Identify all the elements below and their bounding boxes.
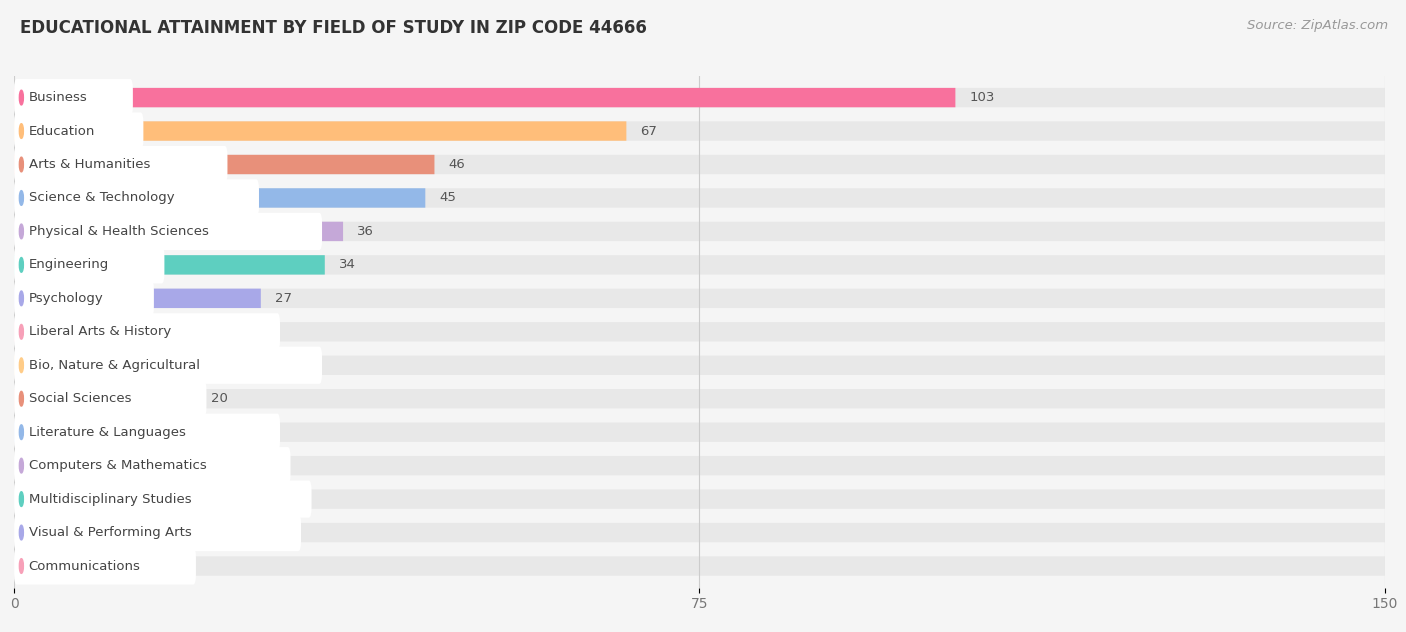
FancyBboxPatch shape xyxy=(14,447,291,484)
Text: Arts & Humanities: Arts & Humanities xyxy=(28,158,150,171)
FancyBboxPatch shape xyxy=(14,380,207,417)
Circle shape xyxy=(20,492,24,506)
Text: Computers & Mathematics: Computers & Mathematics xyxy=(28,459,207,472)
Text: Liberal Arts & History: Liberal Arts & History xyxy=(28,325,172,338)
FancyBboxPatch shape xyxy=(14,155,434,174)
FancyBboxPatch shape xyxy=(14,514,301,551)
Text: 21: 21 xyxy=(219,359,236,372)
FancyBboxPatch shape xyxy=(14,280,153,317)
Circle shape xyxy=(20,157,24,172)
Text: 7: 7 xyxy=(91,426,100,439)
FancyBboxPatch shape xyxy=(14,79,132,116)
Text: 20: 20 xyxy=(211,392,228,405)
FancyBboxPatch shape xyxy=(14,480,312,518)
FancyBboxPatch shape xyxy=(14,88,956,107)
Text: Visual & Performing Arts: Visual & Performing Arts xyxy=(28,526,191,539)
FancyBboxPatch shape xyxy=(14,222,1385,241)
FancyBboxPatch shape xyxy=(14,222,343,241)
FancyBboxPatch shape xyxy=(14,389,197,408)
FancyBboxPatch shape xyxy=(14,322,1385,341)
FancyBboxPatch shape xyxy=(14,179,259,217)
FancyBboxPatch shape xyxy=(14,523,1385,542)
FancyBboxPatch shape xyxy=(14,322,215,341)
FancyBboxPatch shape xyxy=(14,255,325,274)
Circle shape xyxy=(20,525,24,540)
Text: 0: 0 xyxy=(37,492,45,506)
Text: Bio, Nature & Agricultural: Bio, Nature & Agricultural xyxy=(28,359,200,372)
Text: 46: 46 xyxy=(449,158,465,171)
FancyBboxPatch shape xyxy=(14,121,1385,141)
FancyBboxPatch shape xyxy=(14,146,228,183)
FancyBboxPatch shape xyxy=(14,246,165,284)
FancyBboxPatch shape xyxy=(14,213,322,250)
FancyBboxPatch shape xyxy=(14,188,426,208)
Text: EDUCATIONAL ATTAINMENT BY FIELD OF STUDY IN ZIP CODE 44666: EDUCATIONAL ATTAINMENT BY FIELD OF STUDY… xyxy=(20,19,647,37)
Text: Education: Education xyxy=(28,125,96,138)
FancyBboxPatch shape xyxy=(14,556,1385,576)
FancyBboxPatch shape xyxy=(14,413,280,451)
Circle shape xyxy=(20,224,24,239)
Circle shape xyxy=(20,324,24,339)
Circle shape xyxy=(20,458,24,473)
FancyBboxPatch shape xyxy=(14,313,280,350)
FancyBboxPatch shape xyxy=(14,456,1385,475)
FancyBboxPatch shape xyxy=(14,356,1385,375)
FancyBboxPatch shape xyxy=(14,356,207,375)
Text: 36: 36 xyxy=(357,225,374,238)
Circle shape xyxy=(20,124,24,138)
Text: Multidisciplinary Studies: Multidisciplinary Studies xyxy=(28,492,191,506)
Text: Physical & Health Sciences: Physical & Health Sciences xyxy=(28,225,208,238)
Text: 103: 103 xyxy=(969,91,994,104)
Circle shape xyxy=(20,425,24,439)
Text: Communications: Communications xyxy=(28,559,141,573)
Circle shape xyxy=(20,191,24,205)
FancyBboxPatch shape xyxy=(14,289,262,308)
Text: Literature & Languages: Literature & Languages xyxy=(28,426,186,439)
Text: 34: 34 xyxy=(339,258,356,271)
FancyBboxPatch shape xyxy=(14,422,79,442)
FancyBboxPatch shape xyxy=(14,112,143,150)
Circle shape xyxy=(20,291,24,306)
Text: Source: ZipAtlas.com: Source: ZipAtlas.com xyxy=(1247,19,1388,32)
Text: Science & Technology: Science & Technology xyxy=(28,191,174,205)
FancyBboxPatch shape xyxy=(14,489,1385,509)
Text: 0: 0 xyxy=(37,559,45,573)
FancyBboxPatch shape xyxy=(14,188,1385,208)
Text: 22: 22 xyxy=(229,325,246,338)
FancyBboxPatch shape xyxy=(14,121,627,141)
Text: 27: 27 xyxy=(274,292,291,305)
FancyBboxPatch shape xyxy=(14,347,322,384)
Text: Business: Business xyxy=(28,91,87,104)
Text: 45: 45 xyxy=(439,191,456,205)
Circle shape xyxy=(20,90,24,105)
Text: 0: 0 xyxy=(37,459,45,472)
FancyBboxPatch shape xyxy=(14,255,1385,274)
FancyBboxPatch shape xyxy=(14,389,1385,408)
FancyBboxPatch shape xyxy=(14,289,1385,308)
FancyBboxPatch shape xyxy=(14,88,1385,107)
Circle shape xyxy=(20,358,24,373)
FancyBboxPatch shape xyxy=(14,422,1385,442)
Text: 67: 67 xyxy=(640,125,657,138)
Text: 0: 0 xyxy=(37,526,45,539)
FancyBboxPatch shape xyxy=(14,547,195,585)
FancyBboxPatch shape xyxy=(14,155,1385,174)
Circle shape xyxy=(20,257,24,272)
Text: Psychology: Psychology xyxy=(28,292,104,305)
Circle shape xyxy=(20,559,24,573)
Circle shape xyxy=(20,391,24,406)
Text: Social Sciences: Social Sciences xyxy=(28,392,131,405)
Text: Engineering: Engineering xyxy=(28,258,108,271)
